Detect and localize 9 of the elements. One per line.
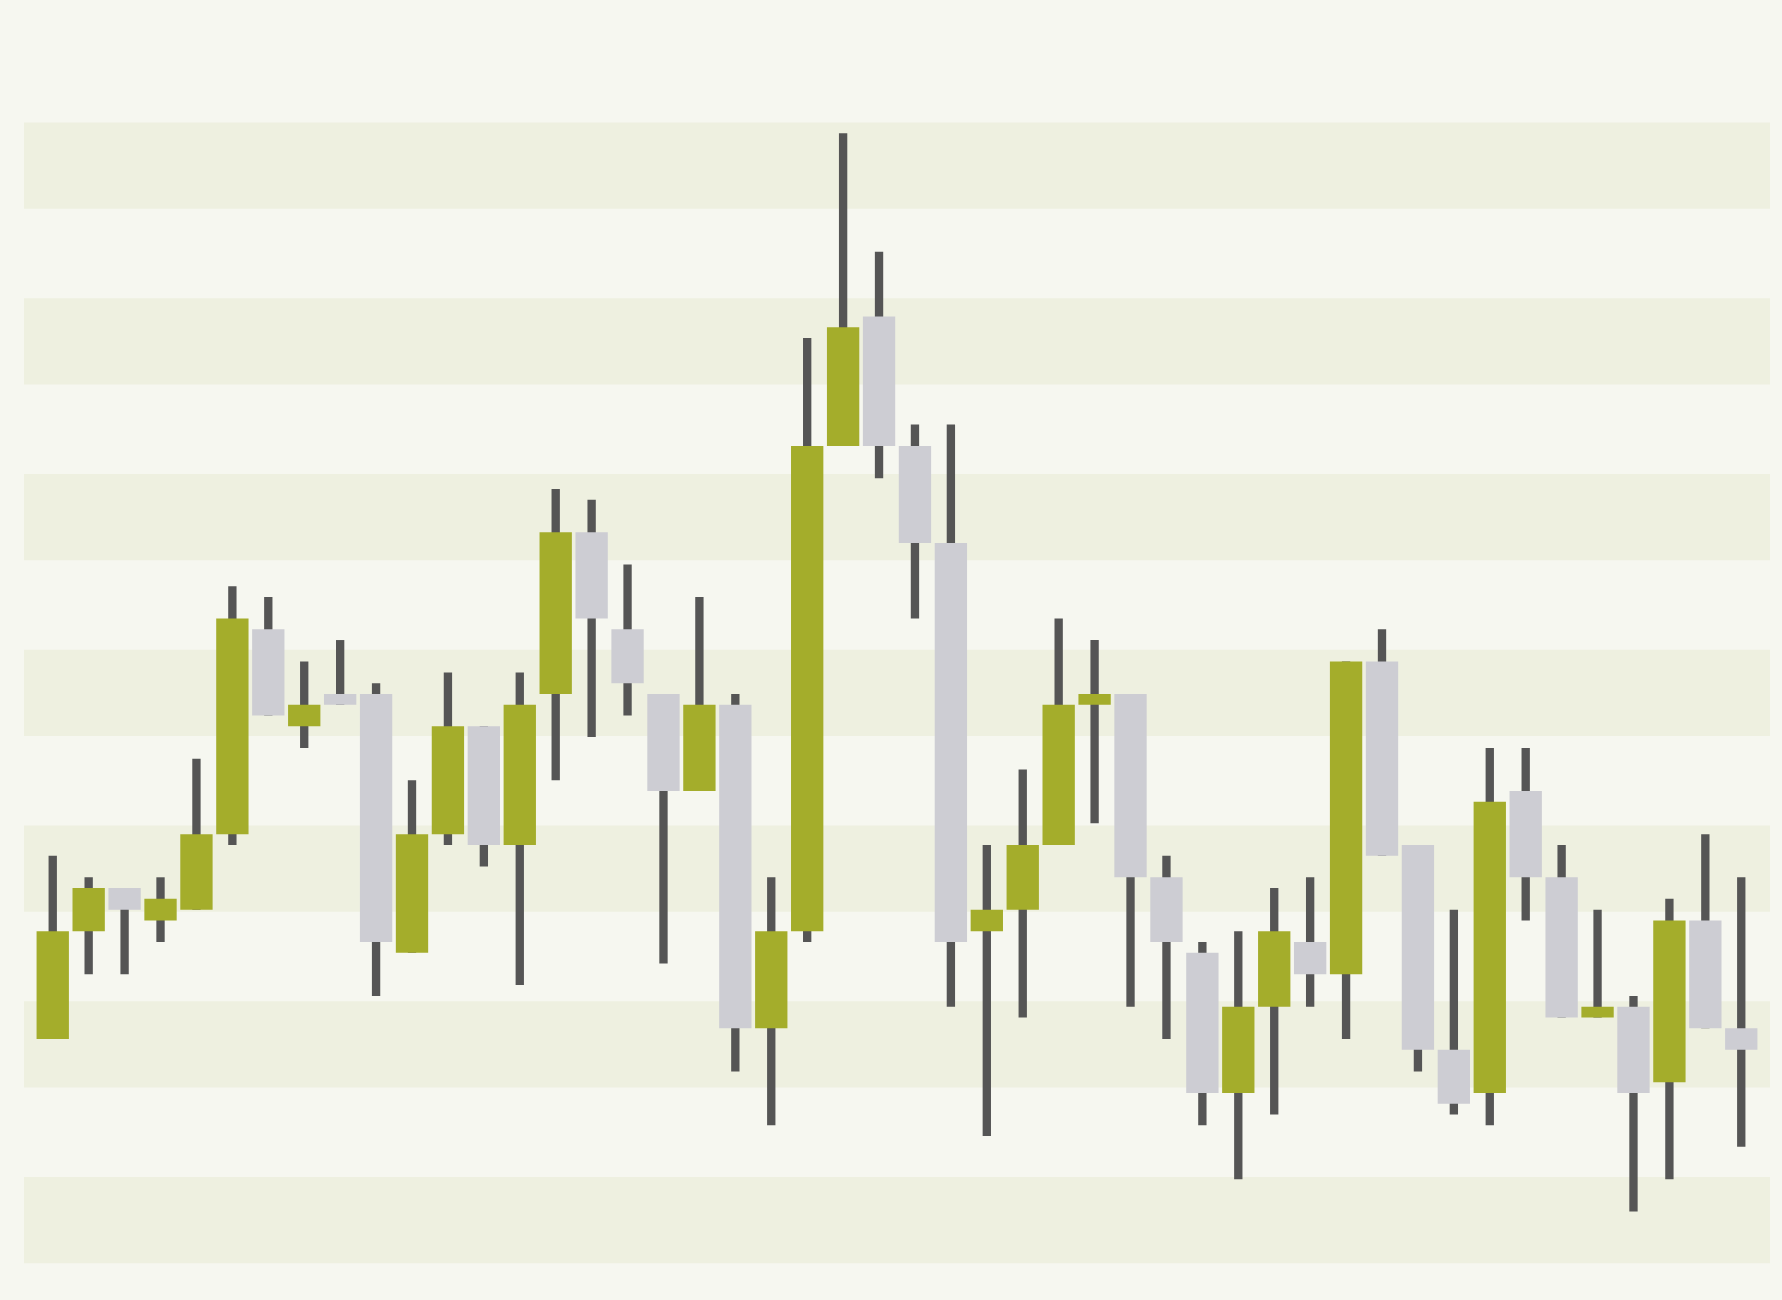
candlestick xyxy=(1725,877,1758,1147)
candlestick xyxy=(1078,640,1111,824)
candlestick xyxy=(970,844,1003,1137)
candlestick xyxy=(108,888,141,975)
candlestick xyxy=(323,640,357,705)
candlestick xyxy=(1293,877,1327,1007)
candlestick xyxy=(288,661,321,748)
candlestick xyxy=(1581,909,1614,1018)
candlestick xyxy=(72,877,105,975)
